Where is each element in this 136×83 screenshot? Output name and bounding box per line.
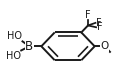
Text: HO: HO (6, 51, 21, 61)
Text: B: B (25, 40, 33, 53)
Text: O: O (101, 41, 109, 51)
Text: F: F (97, 22, 102, 32)
Text: HO: HO (7, 31, 22, 41)
Text: F: F (96, 18, 102, 28)
Text: F: F (85, 10, 91, 20)
